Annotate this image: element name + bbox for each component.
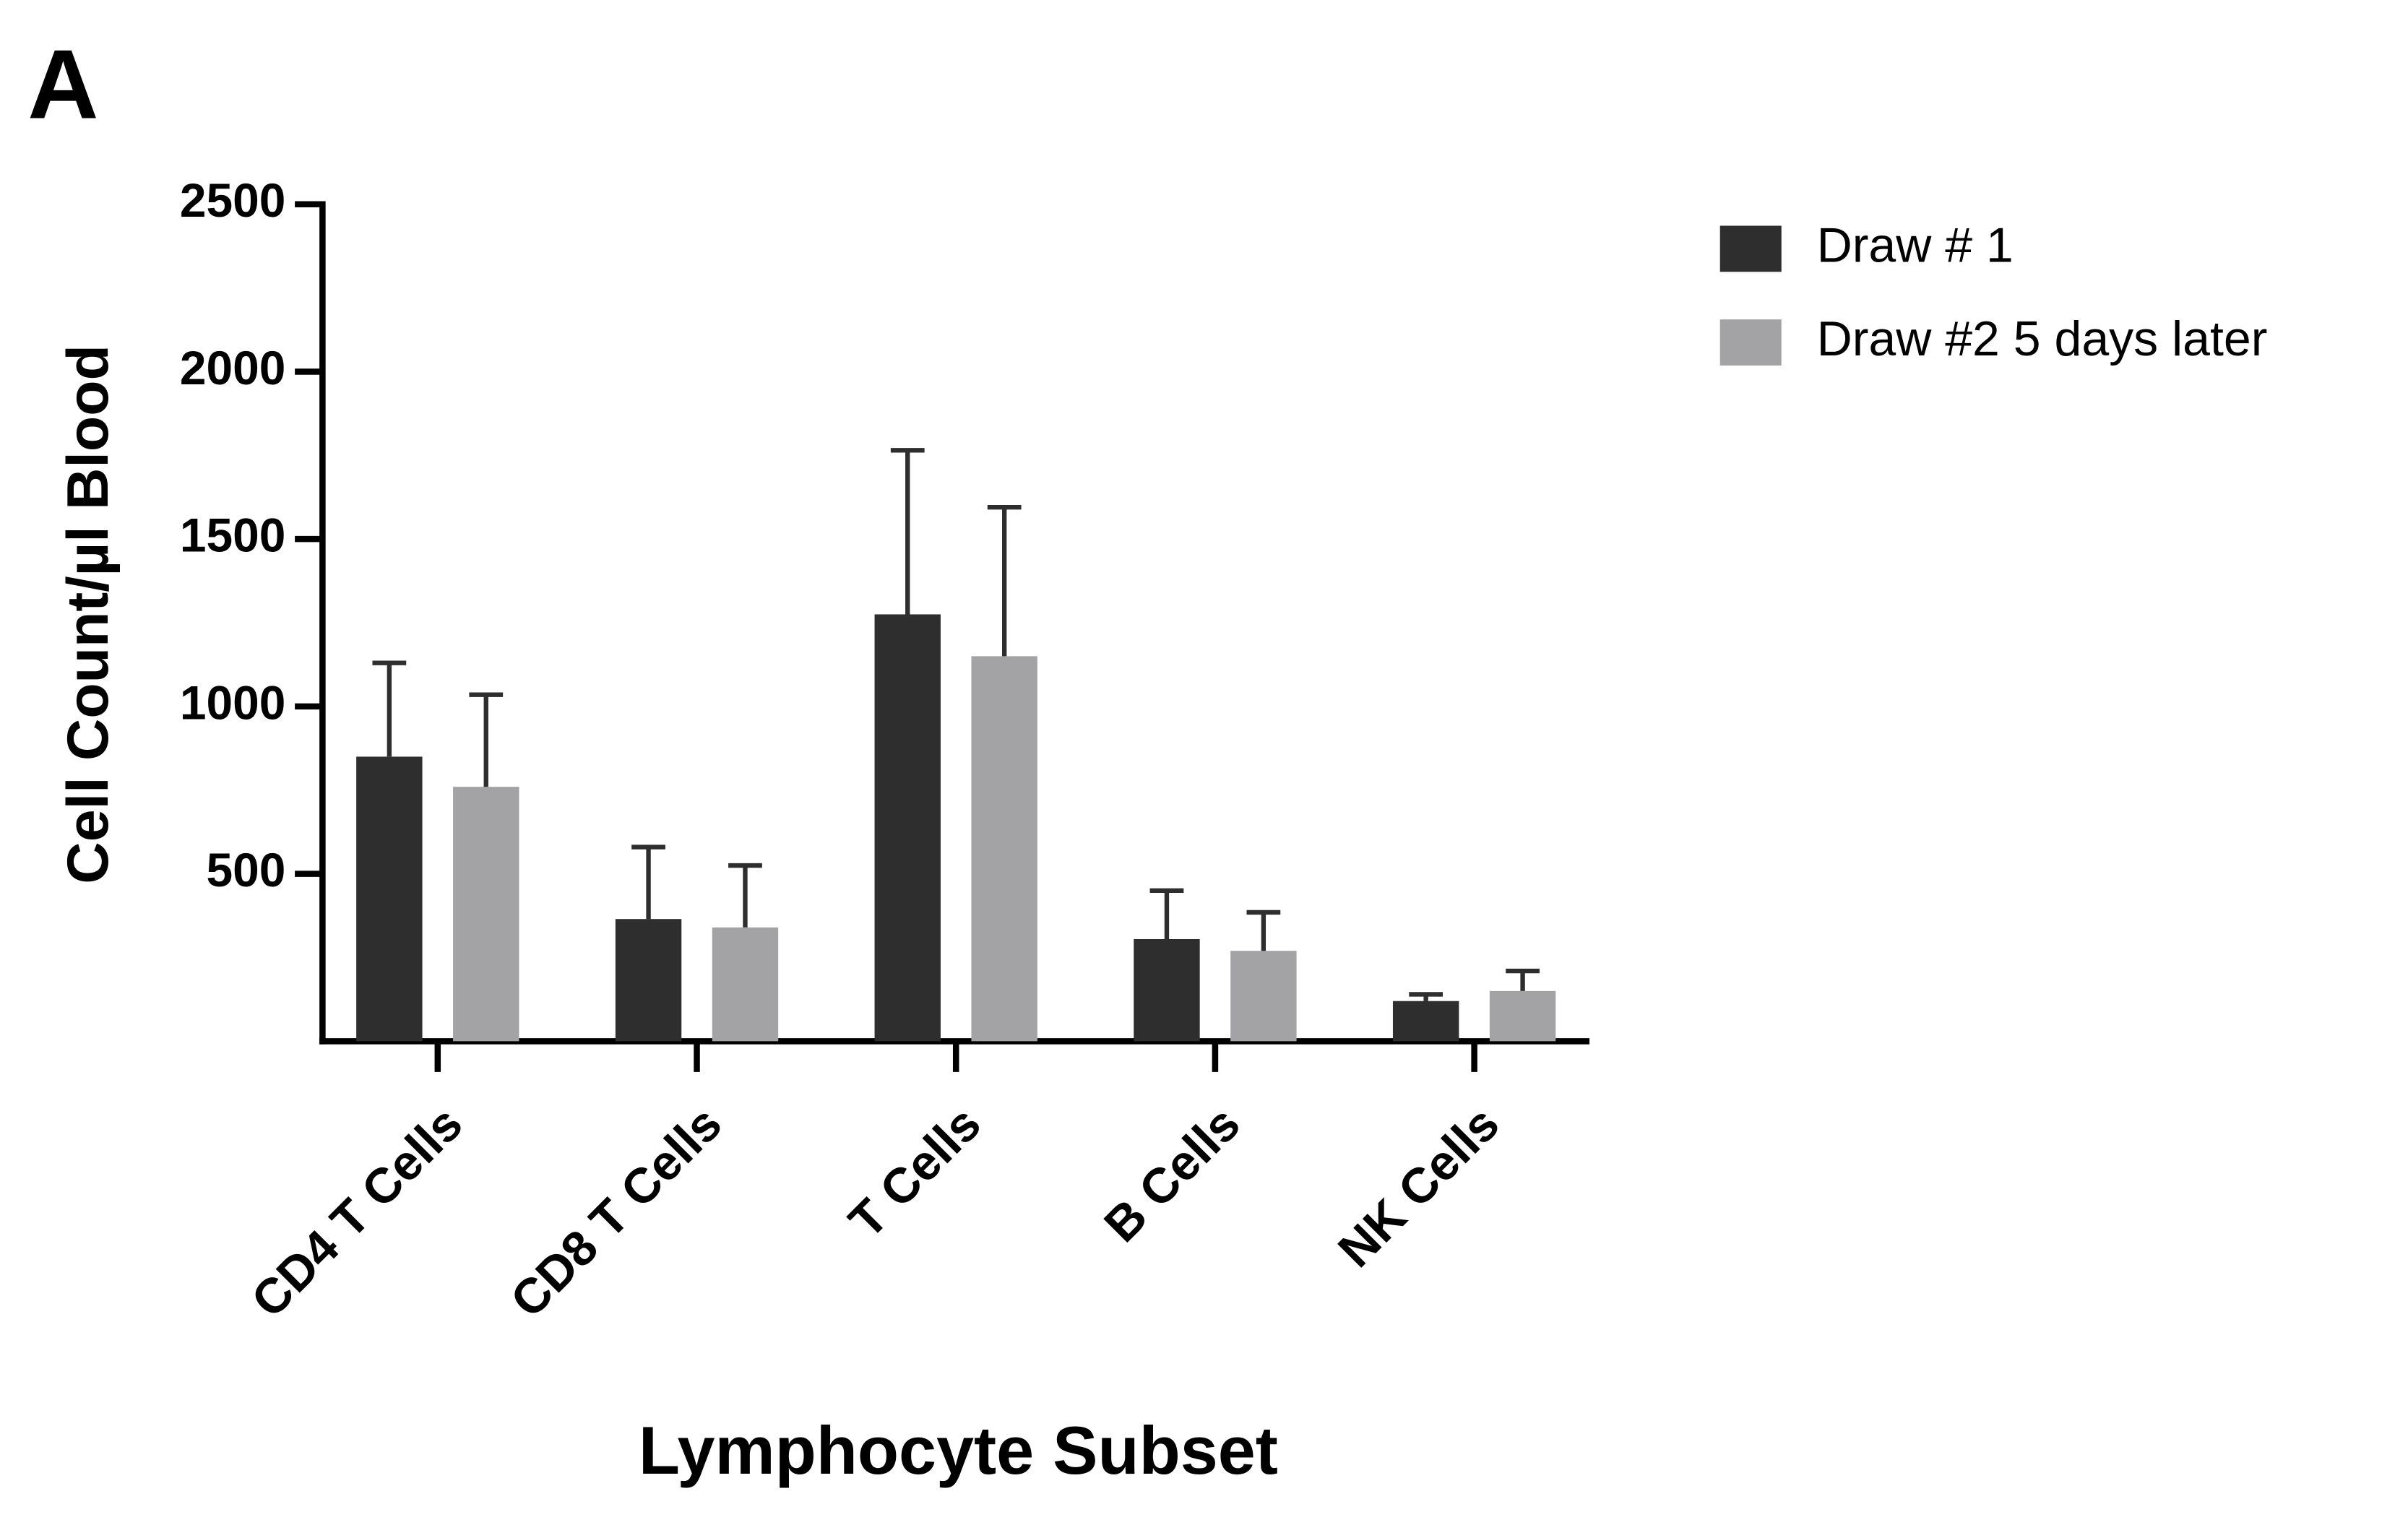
y-tick-label: 500	[206, 843, 285, 897]
legend-swatch	[1719, 319, 1782, 366]
bar	[453, 787, 519, 1042]
error-bar	[1149, 888, 1184, 939]
bar	[1134, 938, 1200, 1042]
bar	[356, 756, 423, 1042]
y-tick-label: 2500	[180, 173, 286, 227]
x-tick-label: T Cells	[839, 1096, 991, 1248]
panel-label: A	[27, 29, 98, 139]
bar	[615, 919, 682, 1042]
bar	[971, 656, 1037, 1042]
x-axis-label: Lymphocyte Subset	[639, 1412, 1278, 1488]
y-axis-label: Cell Count/µl Blood	[56, 345, 121, 884]
error-bar	[469, 692, 504, 787]
error-bar	[890, 448, 925, 615]
bar	[712, 927, 779, 1042]
error-bar	[372, 660, 407, 757]
legend-label: Draw # 1	[1817, 217, 2014, 272]
legend-label: Draw #2 5 days later	[1817, 311, 2268, 366]
error-bar	[631, 844, 665, 920]
y-tick-label: 1500	[180, 509, 286, 562]
bar	[1230, 951, 1297, 1042]
error-bar	[1506, 968, 1540, 991]
bar	[1489, 990, 1556, 1042]
error-bar	[1246, 910, 1281, 951]
error-bar	[1409, 992, 1443, 1001]
x-tick-label: CD8 T Cells	[500, 1096, 732, 1328]
y-tick-label: 2000	[180, 341, 286, 394]
error-bar	[728, 863, 762, 928]
bar	[874, 614, 941, 1042]
x-tick-label: NK Cells	[1328, 1096, 1510, 1278]
y-tick-label: 1000	[180, 675, 286, 729]
x-tick-label: B Cells	[1094, 1096, 1251, 1253]
x-tick-label: CD4 T Cells	[241, 1096, 473, 1328]
bar	[1392, 1001, 1459, 1042]
error-bar	[987, 504, 1022, 657]
legend-swatch	[1719, 225, 1782, 272]
